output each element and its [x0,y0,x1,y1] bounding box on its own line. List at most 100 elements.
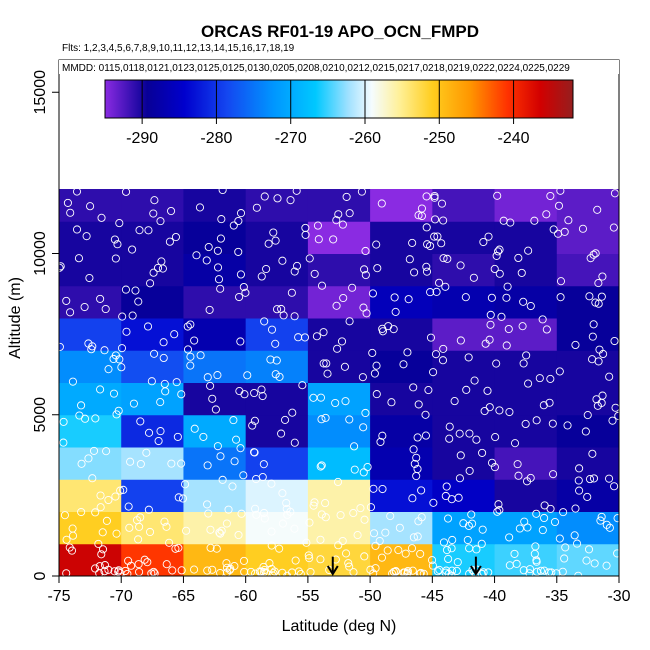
sample-point [597,292,606,301]
sample-point [275,544,284,553]
sample-point [199,432,208,441]
sample-point [361,408,370,418]
sample-point [236,337,245,346]
sample-point [213,442,222,451]
sample-point [96,294,105,303]
sample-point [273,194,282,203]
sample-point [442,545,451,555]
sample-point [160,379,169,389]
sample-point [128,245,137,254]
heatmap-cell [59,479,122,512]
colorbar-tick-label: -240 [498,130,530,147]
sample-point [134,535,143,544]
sample-point [492,359,501,368]
heatmap-cell [183,543,247,577]
heatmap-cell [494,543,558,577]
heatmap-cell [59,285,122,319]
sample-point [183,345,193,354]
sample-point [236,270,245,279]
mmdd-label-bg [59,60,619,74]
sample-point [613,549,622,558]
sample-point [524,379,533,388]
sample-point [104,495,113,505]
sample-point [239,282,248,292]
sample-point [413,433,422,442]
sample-point [413,532,422,541]
sample-point [422,223,431,232]
sample-point [229,221,238,230]
sample-point [267,479,276,488]
sample-point [526,473,535,482]
sample-point [514,253,523,263]
sample-point [80,414,90,423]
sample-point [439,216,448,225]
sample-point [570,531,579,540]
sample-point [212,544,221,553]
heatmap-cell [307,221,371,254]
sample-point [68,531,78,540]
heatmap-cell [556,189,620,222]
sample-point [465,429,474,438]
sample-point [378,484,387,494]
y-tick-label: 5000 [32,397,49,433]
sample-point [142,448,151,457]
sample-point [378,324,387,333]
sample-point [109,389,119,398]
sample-point [455,474,464,483]
sample-point [239,556,249,565]
sample-point [478,525,487,534]
heatmap-cell [121,511,184,545]
sample-point [222,559,231,568]
sample-point [427,556,437,565]
sample-point [282,498,291,508]
sample-point [450,397,459,406]
sample-point [403,567,412,576]
sample-point [561,543,570,552]
sample-point [370,369,379,378]
sample-point [260,514,269,523]
sample-point [564,216,573,225]
sample-point [368,289,377,298]
colorbar-tick-label: -290 [126,130,158,147]
sample-point [598,391,607,400]
sample-point [317,461,326,470]
flights-label: Flts: 1,2,3,4,5,6,7,8,9,10,11,12,13,14,1… [62,43,295,54]
sample-point [399,360,408,369]
sample-point [583,411,592,420]
sample-point [594,279,603,288]
sample-point [538,315,547,324]
sample-point [267,527,276,536]
sample-point [248,421,257,430]
sample-point [165,237,174,246]
sample-point [114,566,123,575]
sample-point [109,354,118,364]
sample-point [417,486,426,495]
y-tick-label: 0 [32,571,49,580]
sample-point [549,225,558,234]
heatmap-cell [556,447,620,480]
sample-point [287,288,296,297]
sample-point [290,267,299,276]
sample-point [345,415,354,424]
sample-point [442,482,451,491]
sample-point [415,569,424,578]
heatmap-cell [370,382,433,416]
sample-point [390,293,399,302]
sample-point [250,448,259,457]
sample-point [162,560,171,569]
sample-point [381,528,390,537]
sample-point [208,394,217,403]
sample-point [236,444,245,453]
heatmap-cell [121,189,184,222]
sample-point [59,417,68,426]
sample-point [232,435,241,444]
sample-point [195,203,205,212]
sample-point [102,516,111,525]
sample-point [596,516,605,525]
heatmap-cell [432,253,496,287]
sample-point [525,565,535,574]
sample-point [470,376,479,385]
sample-point [614,411,623,420]
sample-point [0,298,5,307]
sample-point [234,216,243,226]
